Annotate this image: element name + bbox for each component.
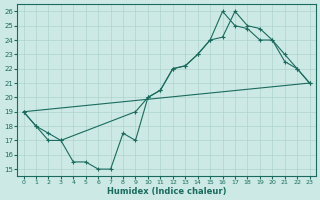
X-axis label: Humidex (Indice chaleur): Humidex (Indice chaleur): [107, 187, 226, 196]
